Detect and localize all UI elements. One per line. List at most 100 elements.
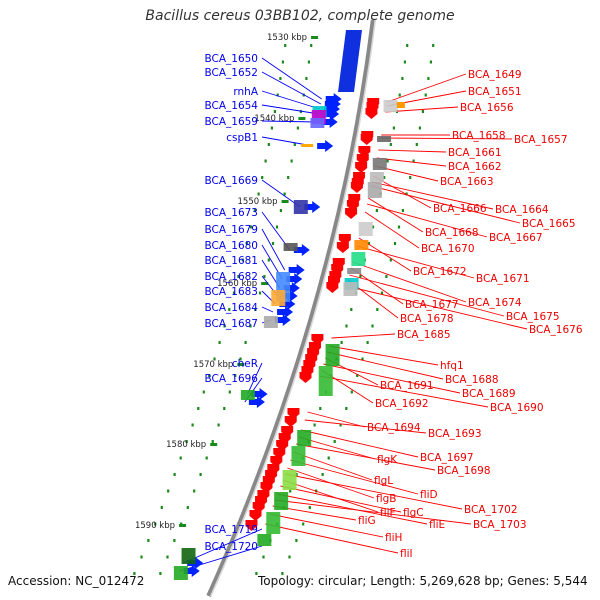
leader-right	[290, 459, 419, 495]
track-tick	[264, 159, 267, 163]
gene-label-BCA_1666: BCA_1666	[433, 203, 487, 215]
track-tick	[375, 209, 378, 212]
feature-box-right	[343, 282, 358, 296]
track-tick	[249, 225, 253, 229]
gene-label-BCA_1675: BCA_1675	[506, 311, 560, 323]
gene-label-BCA_1650: BCA_1650	[204, 53, 258, 65]
track-tick	[281, 60, 284, 64]
gene-label-BCA_1671: BCA_1671	[476, 273, 530, 285]
leader-right	[284, 473, 463, 510]
track-tick	[310, 44, 313, 47]
reverse-arrow-BCA_1693	[284, 416, 297, 427]
gene-label-BCA_1680: BCA_1680	[204, 240, 258, 252]
gene-label-BCA_1696: BCA_1696	[204, 373, 258, 385]
axis-label: 1560 kbp	[217, 279, 257, 289]
track-tick	[211, 440, 214, 443]
track-tick	[223, 324, 226, 328]
axis-tick	[311, 36, 319, 39]
track-tick	[421, 110, 424, 113]
gene-features	[173, 93, 405, 580]
forward-arrow-BCA_1680	[286, 273, 303, 285]
leader-right	[349, 274, 505, 317]
track-tick	[191, 423, 194, 427]
leader-right	[370, 185, 521, 224]
track-tick	[258, 291, 262, 295]
track-tick	[401, 209, 404, 212]
feature-box-right	[369, 172, 384, 182]
gene-label-BCA_1698: BCA_1698	[437, 465, 491, 477]
track-tick	[367, 242, 371, 245]
gene-label-rnhA: rnhA	[233, 86, 258, 98]
track-tick	[412, 159, 415, 163]
feature-box-right	[354, 240, 369, 250]
gc-band-top	[338, 30, 362, 92]
forward-arrow-BCA_1687	[274, 314, 291, 326]
track-tick	[333, 440, 336, 443]
axis-tick	[298, 117, 306, 120]
feature-box-right	[291, 446, 306, 466]
gene-label-BCA_1692: BCA_1692	[375, 398, 429, 410]
leader-right	[385, 106, 459, 113]
track-tick	[271, 242, 275, 245]
forward-arrow-cheR	[251, 388, 268, 400]
track-tick	[244, 341, 247, 344]
gene-label-BCA_1656: BCA_1656	[460, 102, 514, 114]
gene-label-BCA_1665: BCA_1665	[522, 218, 576, 230]
track-tick	[403, 60, 406, 64]
axis-tick	[261, 282, 269, 285]
gene-label-BCA_1658: BCA_1658	[452, 130, 506, 142]
gene-label-BCA_1719: BCA_1719	[204, 524, 258, 536]
track-tick	[295, 539, 298, 542]
leader-right	[368, 197, 424, 233]
track-tick	[208, 374, 211, 377]
track-tick	[350, 390, 353, 394]
track-tick	[359, 275, 362, 278]
leader-left	[261, 104, 320, 115]
gene-label-BCA_1657: BCA_1657	[514, 134, 568, 146]
gene-label-fliD: fliD	[420, 489, 438, 501]
track-tick	[241, 258, 244, 262]
track-tick	[313, 423, 316, 427]
leader-left	[247, 362, 263, 395]
forward-arrow-BCA_1684	[277, 306, 294, 318]
leader-right	[265, 523, 399, 554]
track-tick	[159, 572, 162, 575]
reverse-arrow-BCA_1656	[365, 108, 378, 119]
leader-right	[380, 137, 513, 140]
feature-box-right	[367, 182, 382, 198]
feature-box-right	[266, 512, 281, 534]
gene-label-BCA_1676: BCA_1676	[529, 324, 583, 336]
topology-text: Topology: circular; Length: 5,269,628 bp…	[258, 574, 588, 588]
leader-left	[261, 306, 274, 313]
track-tick	[160, 506, 163, 509]
track-tick	[295, 473, 298, 476]
leader-right	[331, 333, 396, 339]
feature-box-right	[372, 158, 387, 170]
track-tick	[270, 126, 273, 130]
gene-label-BCA_1659: BCA_1659	[204, 116, 258, 128]
leader-right	[307, 411, 366, 428]
leader-right	[319, 375, 489, 408]
gene-label-flgL: flgL	[374, 475, 393, 487]
track-tick	[393, 242, 397, 245]
feature-box-right	[383, 100, 398, 112]
axis-label: 1580 kbp	[166, 440, 206, 450]
forward-arrow-BCA_1679	[288, 264, 305, 276]
track-tick	[283, 192, 286, 196]
gene-label-fliG: fliG	[358, 515, 376, 527]
track-tick	[429, 60, 432, 64]
track-tick	[228, 308, 231, 311]
track-tick	[217, 423, 220, 427]
forward-arrow-cspB1	[317, 140, 334, 152]
track-tick	[371, 225, 375, 229]
backbone-highlight	[210, 19, 377, 597]
track-tick	[307, 60, 310, 64]
gene-label-BCA_1663: BCA_1663	[440, 176, 494, 188]
track-tick	[308, 506, 311, 509]
track-tick	[173, 539, 176, 542]
track-tick	[197, 407, 200, 410]
track-tick	[350, 308, 353, 311]
gene-label-BCA_1693: BCA_1693	[428, 428, 482, 440]
feature-box-right	[396, 102, 405, 108]
feature-box-left	[301, 144, 314, 147]
